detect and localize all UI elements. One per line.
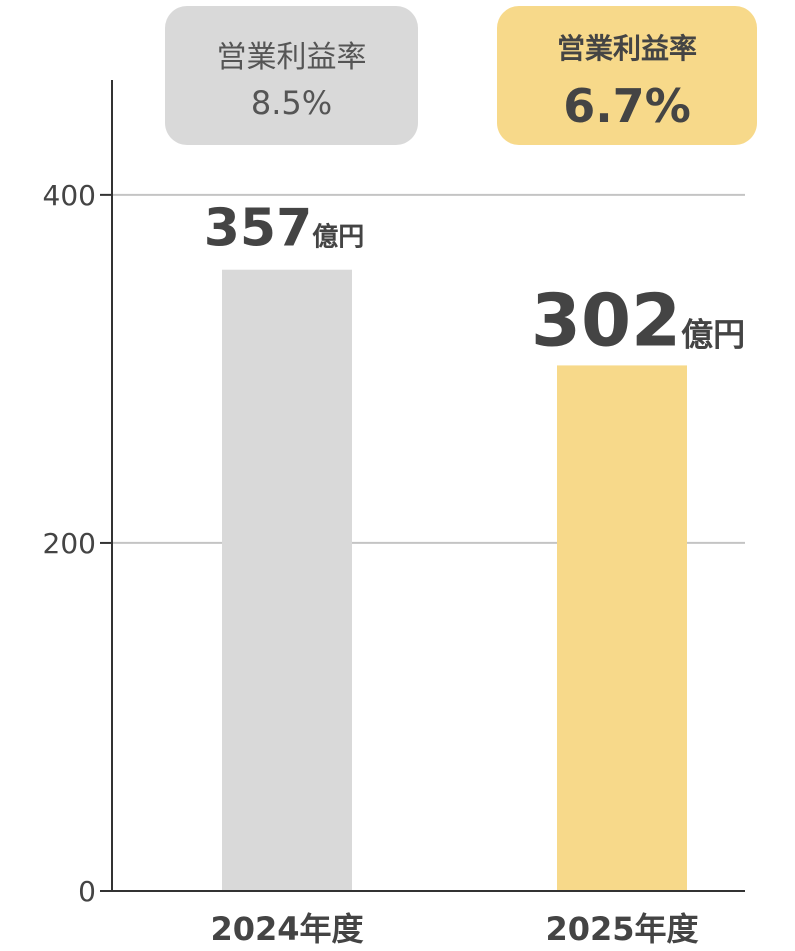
annotation-label: 営業利益率 <box>557 32 697 65</box>
y-tick-label: 400 <box>43 179 96 212</box>
y-tick-label: 200 <box>43 527 96 560</box>
value-unit: 億円 <box>681 315 745 353</box>
annotation-label: 営業利益率 <box>217 40 367 75</box>
annotation-box <box>165 6 418 145</box>
annotation-value: 8.5% <box>251 84 332 122</box>
annotation-value: 6.7% <box>563 79 691 133</box>
bar <box>557 365 687 891</box>
value-label: 357億円 <box>204 199 365 259</box>
annotation-box <box>497 6 757 145</box>
value-number: 357 <box>204 199 313 259</box>
x-tick-label: 2025年度 <box>545 910 698 948</box>
x-tick-label: 2024年度 <box>210 910 363 948</box>
bar <box>222 269 352 892</box>
value-label: 302億円 <box>531 278 745 362</box>
value-number: 302 <box>531 278 681 362</box>
y-tick-label: 0 <box>78 875 96 908</box>
value-unit: 億円 <box>312 223 364 253</box>
